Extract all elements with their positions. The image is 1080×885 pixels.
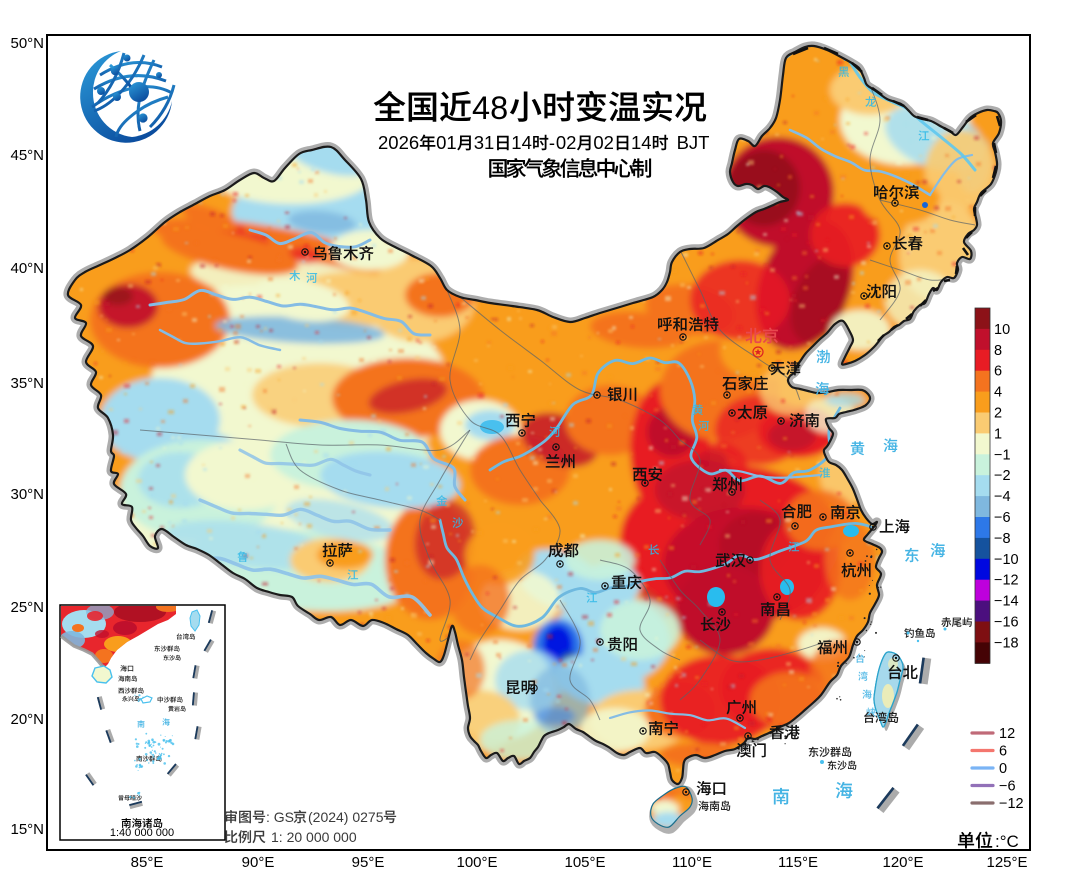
svg-text:125°E: 125°E xyxy=(986,854,1027,871)
svg-text:4: 4 xyxy=(994,385,1002,401)
svg-text:-: - xyxy=(549,132,555,153)
svg-text:(2024) 0275: (2024) 0275 xyxy=(308,809,384,825)
svg-text:−16: −16 xyxy=(994,615,1019,631)
svg-text:25°N: 25°N xyxy=(10,599,44,616)
svg-text:50°N: 50°N xyxy=(10,35,44,52)
svg-text:1:40 000 000: 1:40 000 000 xyxy=(110,827,174,839)
svg-text:−12: −12 xyxy=(999,796,1024,812)
svg-text:12: 12 xyxy=(999,726,1015,742)
svg-text:14: 14 xyxy=(511,132,532,153)
svg-text:−10: −10 xyxy=(994,552,1019,568)
svg-text:120°E: 120°E xyxy=(882,854,923,871)
svg-text:−6: −6 xyxy=(999,779,1016,795)
svg-text:45°N: 45°N xyxy=(10,147,44,164)
svg-text::°C: :°C xyxy=(995,832,1019,851)
svg-text:15°N: 15°N xyxy=(10,821,44,838)
svg-text:31: 31 xyxy=(474,132,495,153)
svg-text:14: 14 xyxy=(631,132,652,153)
svg-text:BJT: BJT xyxy=(677,132,710,153)
svg-text:6: 6 xyxy=(999,744,1007,760)
svg-text:02: 02 xyxy=(556,132,577,153)
svg-text:−6: −6 xyxy=(994,510,1011,526)
svg-text:40°N: 40°N xyxy=(10,260,44,277)
svg-text:1: 1 xyxy=(994,426,1002,442)
svg-text:2026: 2026 xyxy=(378,132,419,153)
svg-text:−14: −14 xyxy=(994,594,1019,610)
svg-text:−18: −18 xyxy=(994,635,1019,651)
svg-text:95°E: 95°E xyxy=(352,854,385,871)
svg-text:90°E: 90°E xyxy=(242,854,275,871)
svg-text:100°E: 100°E xyxy=(456,854,497,871)
svg-text:8: 8 xyxy=(994,343,1002,359)
svg-text:: GS: : GS xyxy=(266,809,294,825)
svg-text:−12: −12 xyxy=(994,573,1019,589)
svg-text:01: 01 xyxy=(436,132,457,153)
svg-text:02: 02 xyxy=(593,132,614,153)
svg-text:−2: −2 xyxy=(994,468,1011,484)
svg-text:85°E: 85°E xyxy=(131,854,164,871)
svg-text:−8: −8 xyxy=(994,531,1011,547)
svg-text:2: 2 xyxy=(994,406,1002,422)
svg-text:1: 20 000 000: 1: 20 000 000 xyxy=(271,829,357,845)
svg-text:−1: −1 xyxy=(994,447,1011,463)
svg-text:30°N: 30°N xyxy=(10,486,44,503)
svg-text:6: 6 xyxy=(994,364,1002,380)
svg-text:−4: −4 xyxy=(994,489,1011,505)
svg-text:115°E: 115°E xyxy=(778,854,818,871)
svg-text:0: 0 xyxy=(999,761,1007,777)
svg-text:10: 10 xyxy=(994,322,1010,338)
svg-text:110°E: 110°E xyxy=(672,854,712,871)
svg-text:35°N: 35°N xyxy=(10,375,44,392)
svg-text:20°N: 20°N xyxy=(10,711,44,728)
svg-text:105°E: 105°E xyxy=(564,854,605,871)
svg-text:48: 48 xyxy=(472,90,508,126)
